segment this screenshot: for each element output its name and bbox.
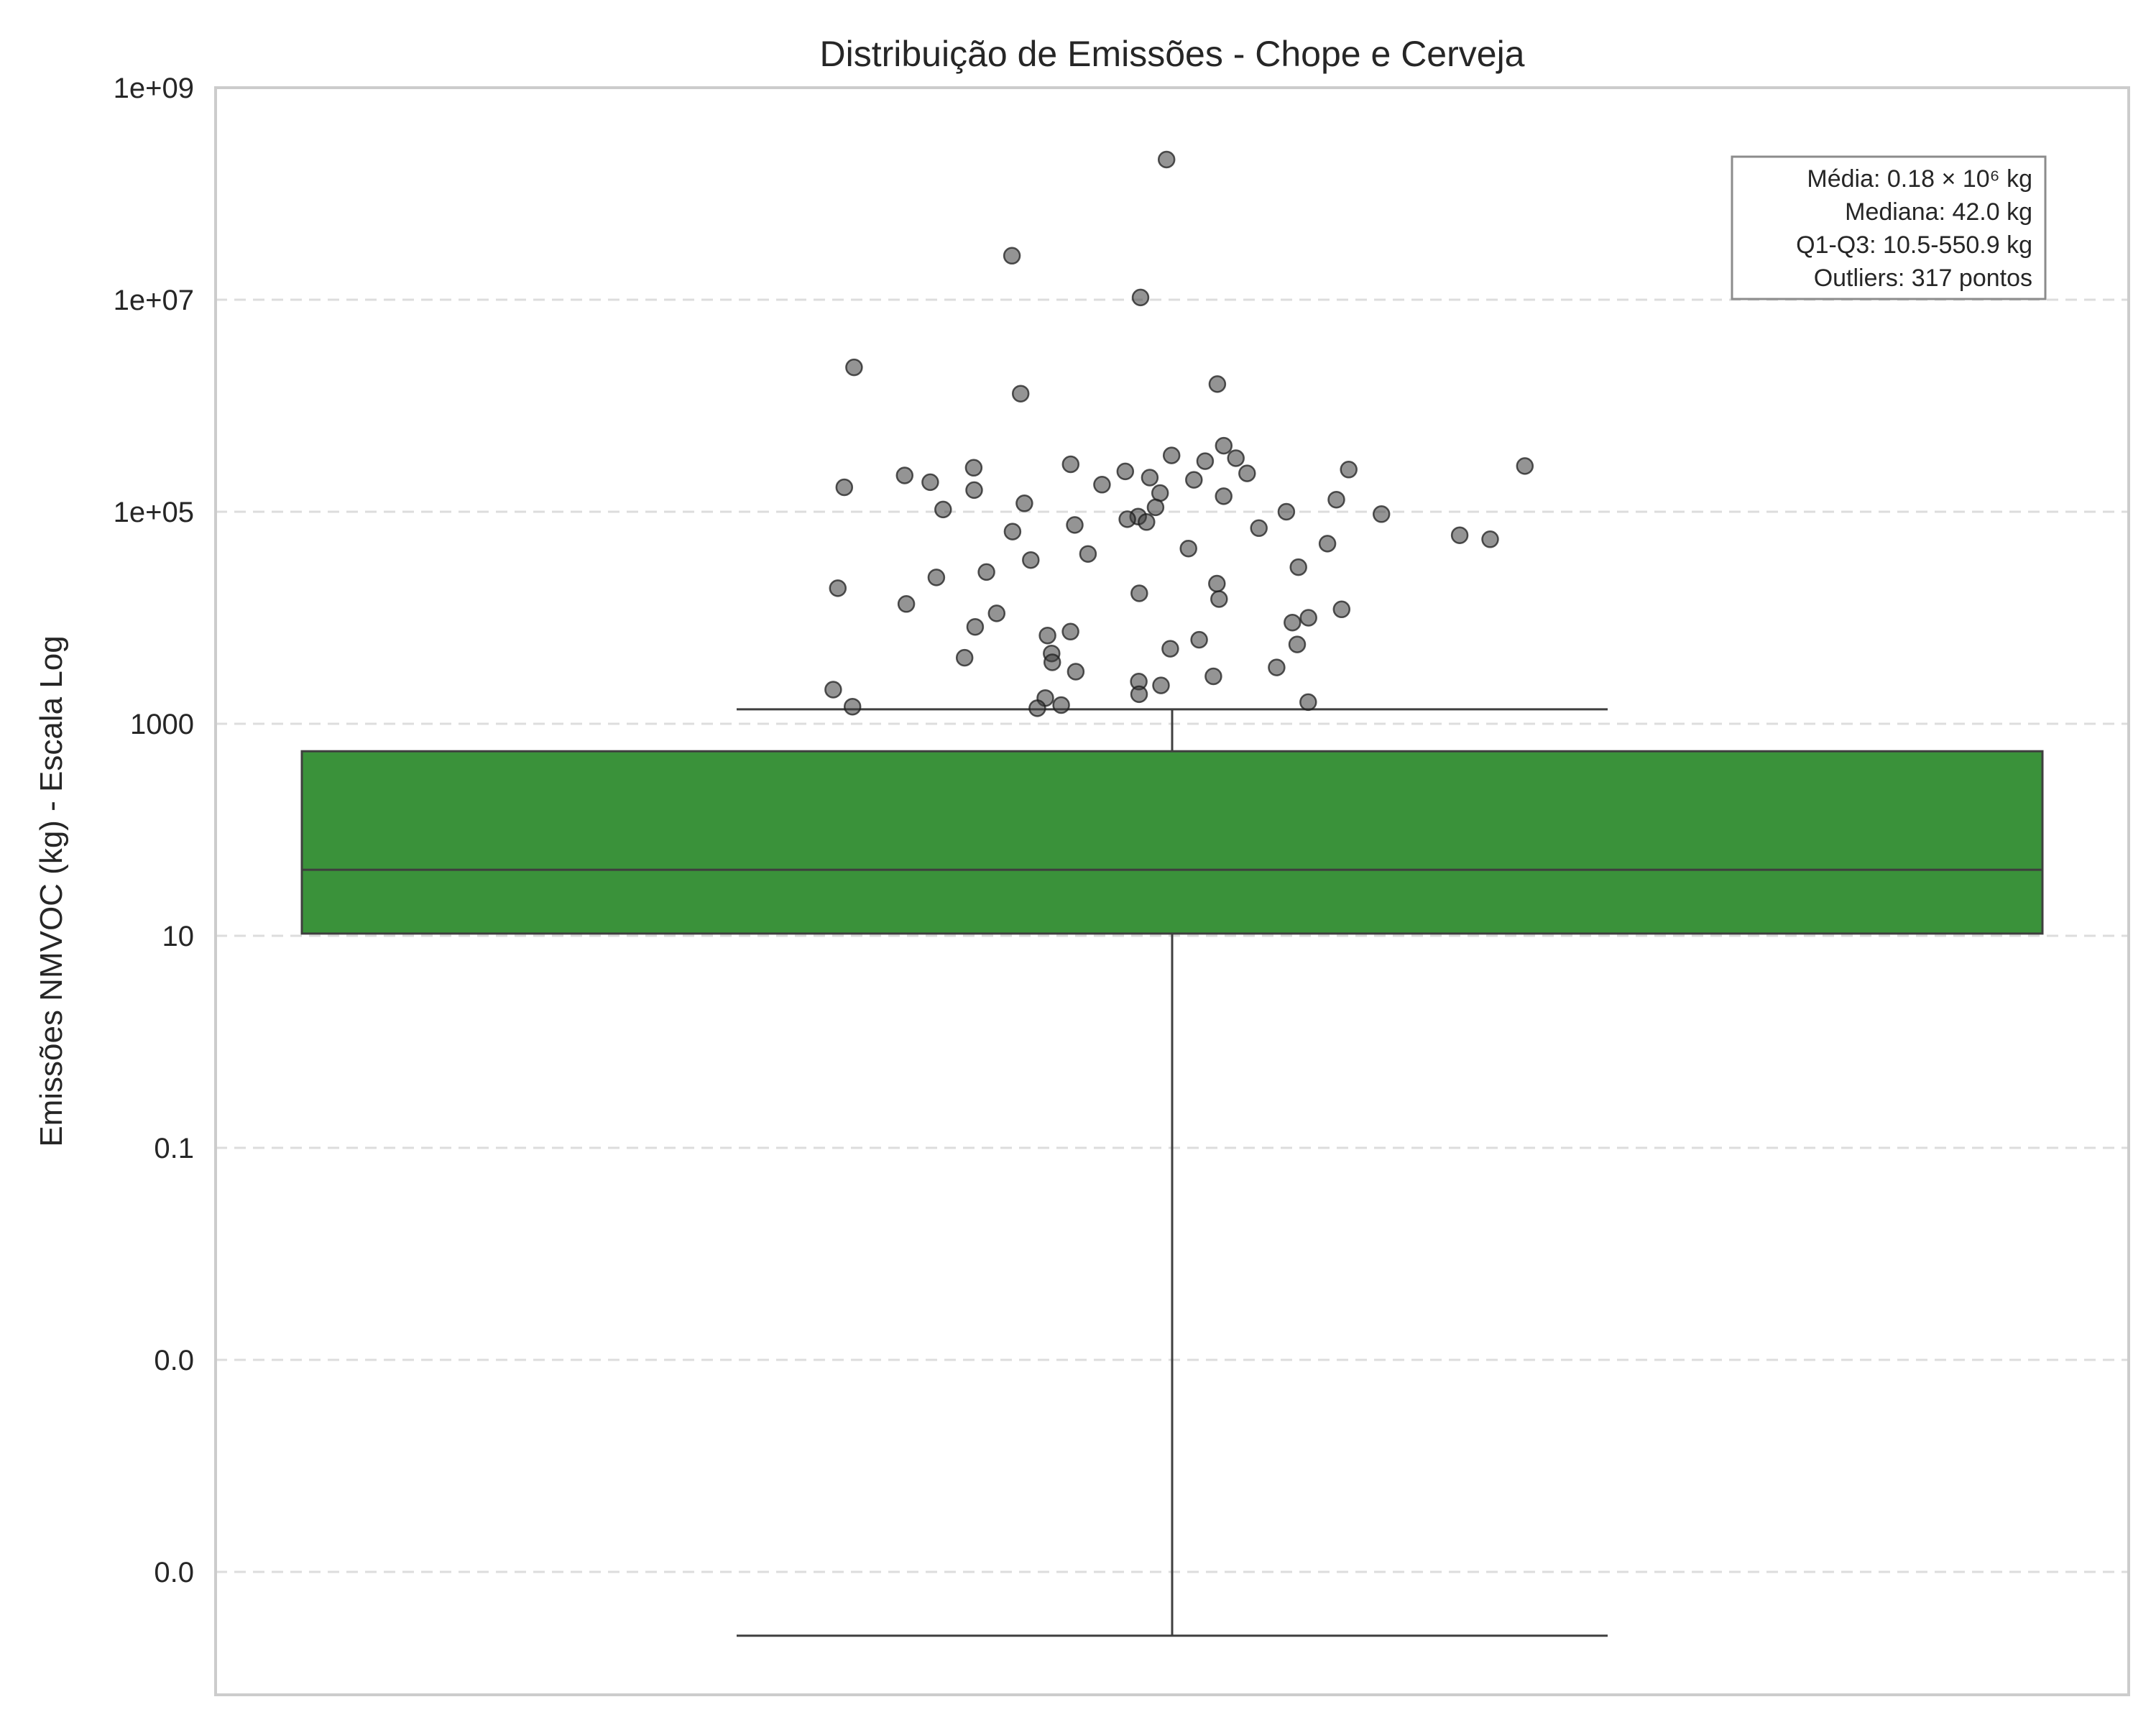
outlier-point <box>1151 484 1169 502</box>
outlier-point <box>1061 455 1080 474</box>
outlier-point <box>927 569 946 586</box>
outlier-point <box>1146 498 1165 517</box>
outlier-point <box>843 697 862 716</box>
y-tick-label: 1000 <box>130 709 194 740</box>
outlier-point <box>1450 526 1469 544</box>
outlier-point <box>1208 574 1226 593</box>
outlier-point <box>1052 696 1070 714</box>
outlier-point <box>1066 516 1084 534</box>
outlier-point <box>921 473 939 492</box>
outlier-point <box>1161 640 1179 658</box>
y-tick-label: 10 <box>162 921 195 952</box>
y-tick-label: 1e+05 <box>114 497 194 528</box>
outlier-point <box>1481 530 1499 548</box>
outlier-point <box>1003 247 1021 265</box>
outlier-point <box>1372 505 1391 523</box>
outlier-point <box>1157 150 1176 169</box>
outlier-point <box>1210 590 1228 608</box>
outlier-point <box>1332 600 1351 619</box>
stat-iqr: Q1-Q3: 10.5-550.9 kg <box>1796 231 2032 259</box>
outlier-point <box>1179 539 1197 558</box>
outlier-points <box>824 150 1534 717</box>
y-tick-label: 1e+09 <box>114 73 194 104</box>
outlier-point <box>1208 375 1227 393</box>
stat-outliers: Outliers: 317 pontos <box>1814 264 2032 292</box>
stats-annotation: Média: 0.18 × 10⁶ kg Mediana: 42.0 kg Q1… <box>1731 155 2047 300</box>
outlier-point <box>1340 461 1358 479</box>
outlier-point <box>1043 653 1061 671</box>
whiskers <box>737 708 1608 1637</box>
outlier-point <box>1118 510 1136 528</box>
outlier-point <box>1061 622 1079 641</box>
outlier-point <box>1131 288 1150 307</box>
y-axis-label: Emissões NMVOC (kg) - Escala Log <box>34 635 69 1147</box>
outlier-point <box>1116 462 1135 481</box>
outlier-point <box>1516 457 1534 475</box>
chart-title: Distribuição de Emissões - Chope e Cerve… <box>820 34 1525 74</box>
outlier-point <box>1227 449 1245 467</box>
outlier-point <box>1288 635 1307 653</box>
outlier-point <box>1268 658 1286 676</box>
outlier-point <box>1028 699 1046 717</box>
outlier-point <box>1277 502 1296 521</box>
outlier-point <box>1284 613 1302 632</box>
outlier-point <box>966 617 985 636</box>
outlier-point <box>829 579 847 597</box>
outlier-point <box>1130 584 1148 602</box>
stats-annotation-box <box>1731 155 2047 300</box>
outlier-point <box>835 478 854 497</box>
outlier-point <box>1327 490 1345 509</box>
outlier-point <box>895 466 914 484</box>
outlier-point <box>1185 471 1203 489</box>
y-tick-labels: 0.0 0.0 0.1 10 1000 1e+05 1e+07 1e+09 <box>114 73 194 1588</box>
outlier-point <box>1204 667 1222 686</box>
stat-median: Mediana: 42.0 kg <box>1845 198 2032 226</box>
outlier-point <box>1250 519 1268 538</box>
outlier-point <box>1299 693 1317 712</box>
outlier-point <box>1190 630 1208 649</box>
outlier-point <box>1015 494 1033 512</box>
outlier-point <box>977 563 995 581</box>
stat-mean: Média: 0.18 × 10⁶ kg <box>1807 165 2032 193</box>
y-tick-label: 0.0 <box>154 1557 194 1588</box>
box <box>300 750 2044 935</box>
outlier-point <box>1138 513 1156 531</box>
outlier-point <box>897 595 916 613</box>
outlier-point <box>1022 551 1040 569</box>
outlier-point <box>1141 469 1159 487</box>
iqr-box <box>300 750 2044 935</box>
outlier-point <box>955 648 974 667</box>
outlier-point <box>1067 663 1085 681</box>
outlier-point <box>965 481 983 500</box>
outlier-point <box>1079 545 1097 563</box>
outlier-point <box>1289 558 1307 576</box>
outlier-point <box>964 459 983 477</box>
outlier-point <box>1011 385 1030 402</box>
outlier-point <box>1162 446 1181 464</box>
outlier-point <box>845 358 863 377</box>
plot-frame <box>214 86 2130 1696</box>
y-tick-label: 0.1 <box>154 1133 194 1164</box>
outlier-point <box>1130 685 1148 704</box>
y-tick-label: 0.0 <box>154 1345 194 1376</box>
outlier-point <box>934 500 952 519</box>
outlier-point <box>1215 487 1233 505</box>
outlier-point <box>1215 436 1233 455</box>
outlier-point <box>1238 464 1256 482</box>
outlier-point <box>1003 523 1022 540</box>
outlier-point <box>1318 535 1337 553</box>
y-tick-label: 1e+07 <box>114 285 194 316</box>
outlier-point <box>1038 626 1056 645</box>
outlier-point <box>1093 476 1111 494</box>
outlier-point <box>824 681 842 699</box>
outlier-point <box>1152 676 1170 694</box>
outlier-point <box>1196 452 1215 470</box>
outlier-point <box>1299 609 1317 627</box>
outlier-point <box>987 604 1006 622</box>
